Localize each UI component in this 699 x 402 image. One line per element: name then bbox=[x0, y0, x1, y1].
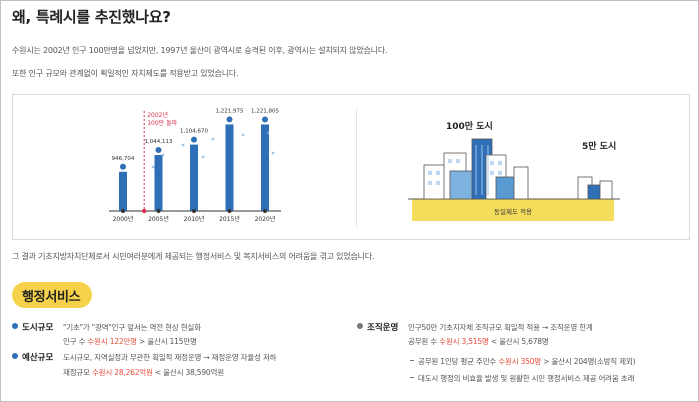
city-scale-line-1: "기초"가 "광역"인구 앞서는 역전 현상 현실화 bbox=[63, 323, 201, 332]
bar-value-label-1: 1,044,113 bbox=[145, 139, 173, 145]
city-scale-label: 도시규모 bbox=[22, 323, 54, 333]
figure-divider bbox=[356, 109, 357, 227]
x-tick-label-2: 2010년 bbox=[184, 215, 205, 223]
x-tick-label-1: 2005년 bbox=[148, 215, 169, 223]
city-scale-line-2: 인구 수 수원시 122만명 > 울산시 115만명 bbox=[63, 337, 197, 346]
budget-line-1: 도시규모, 지역실정과 무관한 획일적 재정운영 → 재정운영 자율성 저하 bbox=[63, 353, 277, 362]
axis-dot-1 bbox=[156, 209, 161, 213]
axis-dot-3 bbox=[227, 209, 232, 213]
city-small-label: 5만 도시 bbox=[582, 140, 616, 152]
bar-head-3 bbox=[226, 116, 233, 123]
x-tick-label-4: 2020년 bbox=[255, 215, 276, 223]
bar-3 bbox=[225, 124, 234, 211]
org-sub-2: 대도시 행정의 비효율 발생 및 원활한 시민 행정서비스 제공 어려움 초래 bbox=[418, 374, 635, 383]
org-label: 조직운영 bbox=[367, 323, 399, 333]
figure-box: 946,704 2000년 1,044,113 2005년 1,104,670 2010년… bbox=[12, 94, 690, 240]
bar-value-label-4: 1,221,805 bbox=[251, 108, 279, 114]
axis-dot-0 bbox=[121, 209, 125, 213]
bar-0 bbox=[119, 171, 127, 211]
org-sub-1: 공무원 1인당 평균 주민수 수원시 350명 > 울산시 204명(소방직 제… bbox=[418, 357, 636, 366]
bar-2 bbox=[190, 144, 198, 211]
bg-dot-1 bbox=[181, 143, 185, 147]
page-title: 왜, 특례시를 추진했나요? bbox=[12, 8, 171, 26]
city-scale-bullet bbox=[12, 323, 18, 329]
org-line-1: 인구50만 기초지자체 조직규모 획일적 적용 → 조직운영 한계 bbox=[408, 323, 593, 332]
x-tick-label-0: 2000년 bbox=[113, 215, 134, 223]
intro-line-2: 또한 인구 규모와 관계없이 획일적인 자치제도를 적용받고 있었습니다. bbox=[12, 69, 239, 78]
bg-dot-3 bbox=[241, 133, 245, 137]
bar-head-2 bbox=[191, 136, 197, 143]
axis-dot-4 bbox=[263, 209, 267, 213]
section-title: 행정서비스 bbox=[22, 290, 81, 305]
bar-head-1 bbox=[155, 147, 162, 154]
bg-dot-4 bbox=[266, 131, 270, 135]
bg-dot-0 bbox=[161, 153, 165, 157]
budget-label: 예산규모 bbox=[22, 353, 54, 363]
result-text: 그 결과 기초지방자치단체로서 시민여러분에게 제공되는 행정서비스 및 복지서… bbox=[12, 252, 375, 261]
axis-dot-2 bbox=[192, 209, 196, 213]
bar-1 bbox=[154, 155, 163, 211]
bar-head-4 bbox=[262, 116, 268, 123]
bg-dot-7 bbox=[201, 155, 205, 159]
bar-head-0 bbox=[120, 163, 126, 170]
org-sub-2-dash bbox=[410, 377, 414, 378]
budget-line-2: 재정규모 수원시 28,262억원 < 울산시 38,590억원 bbox=[63, 368, 224, 377]
ground-label: 동일제도 적용 bbox=[494, 207, 532, 216]
ground-band bbox=[412, 199, 614, 221]
small-city-buildings bbox=[577, 176, 613, 200]
bg-dot-6 bbox=[271, 151, 275, 155]
bar-value-label-0: 946,704 bbox=[112, 156, 135, 162]
city-large-label: 100만 도시 bbox=[446, 120, 493, 132]
org-line-2: 공무원 수 수원시 3,515명 < 울산시 5,678명 bbox=[408, 337, 549, 346]
bg-dot-5 bbox=[151, 165, 155, 169]
population-chart: 946,704 2000년 1,044,113 2005년 1,104,670 2010년… bbox=[109, 108, 281, 223]
bg-dot-2 bbox=[211, 137, 215, 141]
section-pill bbox=[12, 282, 92, 308]
intro-line-1: 수원시는 2002년 인구 100만명을 넘었지만, 1997년 울산이 광역시… bbox=[12, 46, 388, 55]
annotation-line-2: 100만 돌파 bbox=[147, 119, 177, 127]
bar-value-label-2: 1,104,670 bbox=[180, 129, 208, 135]
city-illustration: 100만 도시 5만 도시 동일제도 적용 bbox=[408, 120, 620, 221]
annotation-line-1: 2002년 bbox=[147, 111, 168, 119]
budget-bullet bbox=[12, 353, 18, 359]
bar-value-label-3: 1,221,975 bbox=[216, 108, 244, 114]
bar-4 bbox=[261, 124, 269, 211]
annotation-dot bbox=[142, 208, 147, 214]
org-bullet bbox=[357, 323, 363, 329]
org-sub-1-dash bbox=[410, 360, 414, 361]
x-tick-label-3: 2015년 bbox=[219, 215, 240, 223]
